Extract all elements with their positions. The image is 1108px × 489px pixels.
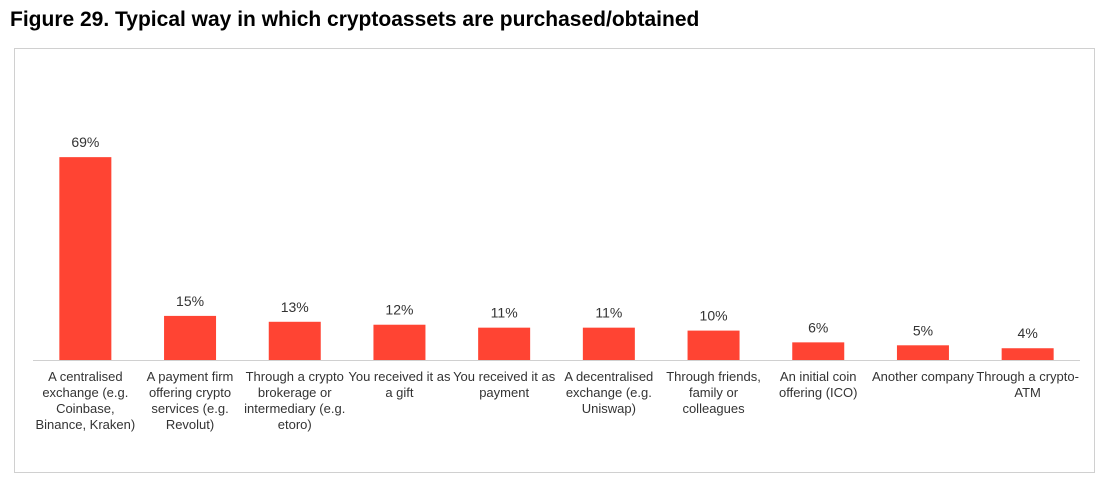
bar — [478, 327, 531, 360]
x-tick-label: Through friends, family or colleagues — [666, 369, 761, 416]
value-label: 69% — [71, 134, 99, 150]
chart-frame — [14, 48, 1095, 473]
bar — [792, 342, 845, 360]
bar — [268, 321, 321, 360]
x-tick-label: Through a crypto-ATM — [976, 369, 1079, 400]
x-tick-label: Through a crypto brokerage or intermedia… — [244, 369, 346, 432]
value-label: 4% — [1018, 325, 1038, 341]
bar — [896, 345, 949, 360]
x-tick-label: A centralised exchange (e.g. Coinbase, B… — [35, 369, 136, 432]
value-label: 12% — [385, 302, 413, 318]
bar — [164, 315, 217, 360]
x-tick-label: An initial coin offering (ICO) — [778, 369, 858, 400]
bar — [59, 157, 112, 360]
x-tick-label: You received it as payment — [453, 369, 556, 400]
x-tick-label: You received it as a gift — [348, 369, 451, 400]
bar — [1001, 348, 1054, 360]
value-label: 13% — [281, 299, 309, 315]
value-label: 5% — [913, 322, 933, 338]
chart-title: Figure 29. Typical way in which cryptoas… — [10, 8, 700, 31]
value-label: 11% — [491, 305, 518, 321]
bar — [373, 324, 426, 360]
x-tick-label: A payment firm offering crypto services … — [146, 369, 234, 432]
value-label: 15% — [176, 293, 204, 309]
value-label: 6% — [808, 319, 828, 335]
x-tick-label: A decentralised exchange (e.g. Uniswap) — [564, 369, 654, 416]
value-label: 11% — [595, 305, 622, 321]
value-label: 10% — [700, 308, 728, 324]
x-tick-label: Another company — [871, 369, 974, 384]
bar — [687, 330, 740, 360]
bar — [582, 327, 635, 360]
